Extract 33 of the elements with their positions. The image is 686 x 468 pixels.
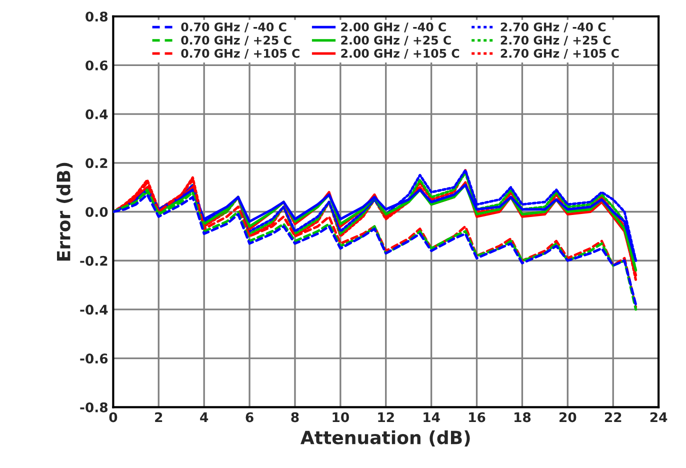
x-tick-label: 0 [109,412,118,422]
legend-label: 0.70 GHz / +25 C [181,36,292,46]
y-tick-label: -0.4 [80,304,108,315]
y-tick-label: -0.2 [80,256,108,266]
x-tick-label: 18 [514,412,531,422]
y-tick-label: 0.0 [86,206,108,217]
x-tick-label: 2 [155,412,162,422]
legend-label: 2.70 GHz / +25 C [500,36,610,46]
x-tick-label: 22 [604,412,622,422]
x-tick-label: 10 [332,412,349,422]
legend-label: 2.70 GHz / -40 C [500,22,606,32]
x-tick-label: 4 [200,412,208,422]
legend-label: 2.00 GHz / +105 C [341,48,460,59]
y-tick-label: 0.6 [86,60,108,70]
legend-label: 0.70 GHz / -40 C [181,22,286,32]
x-tick-label: 16 [469,412,486,422]
x-tick-label: 24 [650,412,668,422]
legend-label: 2.70 GHz / +105 C [500,48,619,59]
y-tick-label: -0.6 [80,354,108,364]
x-tick-label: 12 [378,412,394,422]
y-tick-label: 0.2 [86,158,108,168]
x-tick-label: 8 [291,412,299,422]
legend-label: 0.70 GHz / +105 C [181,48,300,59]
x-axis-title: Attenuation (dB) [300,430,470,446]
legend-label: 2.00 GHz / -40 C [341,22,446,32]
legend-label: 2.00 GHz / +25 C [341,36,451,46]
x-tick-label: 20 [560,412,576,422]
x-tick-label: 6 [246,412,254,422]
y-tick-label: -0.8 [80,402,108,412]
x-tick-label: 14 [424,412,440,422]
y-tick-label: 0.8 [86,12,108,22]
y-axis-title: Error (dB) [56,162,73,261]
y-tick-label: 0.4 [86,109,108,120]
